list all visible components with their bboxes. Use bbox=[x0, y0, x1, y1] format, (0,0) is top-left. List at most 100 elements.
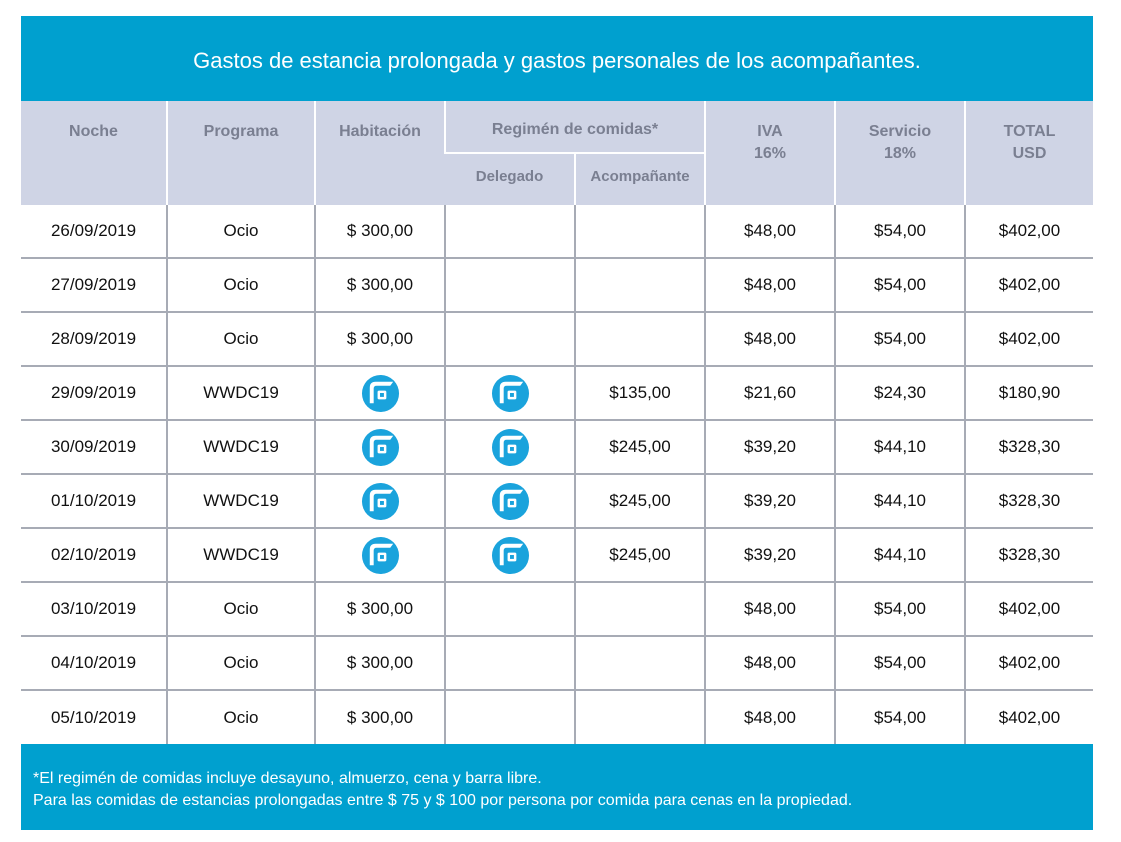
cell-total: $328,30 bbox=[964, 420, 1093, 475]
cell-noche: 02/10/2019 bbox=[21, 528, 167, 583]
cell-acompanante: $245,00 bbox=[574, 528, 705, 583]
cell-delegado bbox=[444, 474, 575, 529]
header-iva-label: IVA bbox=[757, 123, 783, 140]
table-row: 30/09/2019 WWDC19 $245,00 $39,20 $44,10 $328,… bbox=[21, 420, 1093, 475]
header-noche: Noche bbox=[21, 101, 167, 205]
cell-servicio: $44,10 bbox=[834, 420, 965, 475]
cell-noche: 04/10/2019 bbox=[21, 636, 167, 691]
table-row: 02/10/2019 WWDC19 $245,00 $39,20 $44,10 $328,… bbox=[21, 528, 1093, 583]
cell-servicio: $54,00 bbox=[834, 582, 965, 637]
cell-habitacion bbox=[314, 528, 445, 583]
header-servicio: Servicio 18% bbox=[834, 101, 965, 205]
cell-servicio: $54,00 bbox=[834, 312, 965, 367]
cell-servicio: $54,00 bbox=[834, 258, 965, 313]
cell-delegado bbox=[444, 690, 575, 744]
brand-logo-icon bbox=[361, 482, 399, 520]
table-row: 03/10/2019 Ocio $ 300,00 $48,00 $54,00 $402,0… bbox=[21, 582, 1093, 637]
table-row: 05/10/2019 Ocio $ 300,00 $48,00 $54,00 $402,0… bbox=[21, 690, 1093, 744]
cell-programa: WWDC19 bbox=[166, 366, 315, 421]
cell-total: $402,00 bbox=[964, 690, 1093, 744]
cell-programa: Ocio bbox=[166, 636, 315, 691]
cell-iva: $48,00 bbox=[704, 258, 835, 313]
cell-habitacion: $ 300,00 bbox=[314, 690, 445, 744]
cell-programa: WWDC19 bbox=[166, 528, 315, 583]
table-row: 04/10/2019 Ocio $ 300,00 $48,00 $54,00 $402,0… bbox=[21, 636, 1093, 691]
cell-acompanante bbox=[574, 582, 705, 637]
header-iva-rate: 16% bbox=[753, 145, 787, 162]
header-total-currency: USD bbox=[1012, 145, 1047, 162]
cell-iva: $48,00 bbox=[704, 205, 835, 259]
cell-total: $402,00 bbox=[964, 312, 1093, 367]
cell-delegado bbox=[444, 312, 575, 367]
brand-logo-icon bbox=[491, 428, 529, 466]
cell-servicio: $44,10 bbox=[834, 474, 965, 529]
cell-servicio: $54,00 bbox=[834, 690, 965, 744]
cell-habitacion bbox=[314, 366, 445, 421]
cell-acompanante bbox=[574, 690, 705, 744]
cell-acompanante bbox=[574, 312, 705, 367]
cell-noche: 03/10/2019 bbox=[21, 582, 167, 637]
header-iva: IVA 16% bbox=[704, 101, 835, 205]
table-row: 28/09/2019 Ocio $ 300,00 $48,00 $54,00 $402,0… bbox=[21, 312, 1093, 367]
cell-delegado bbox=[444, 636, 575, 691]
table-row: 27/09/2019 Ocio $ 300,00 $48,00 $54,00 $402,0… bbox=[21, 258, 1093, 313]
cell-habitacion: $ 300,00 bbox=[314, 312, 445, 367]
footer-notes: *El regimén de comidas incluye desayuno,… bbox=[21, 744, 1093, 830]
cell-programa: Ocio bbox=[166, 205, 315, 259]
cell-iva: $48,00 bbox=[704, 312, 835, 367]
header-total: TOTAL USD bbox=[964, 101, 1093, 205]
cell-acompanante: $245,00 bbox=[574, 474, 705, 529]
cell-total: $328,30 bbox=[964, 474, 1093, 529]
header-servicio-label: Servicio bbox=[868, 123, 932, 140]
brand-logo-icon bbox=[491, 536, 529, 574]
cell-iva: $39,20 bbox=[704, 528, 835, 583]
cell-delegado bbox=[444, 205, 575, 259]
footer-note-meals: *El regimén de comidas incluye desayuno,… bbox=[33, 770, 542, 787]
cell-servicio: $54,00 bbox=[834, 636, 965, 691]
brand-logo-icon bbox=[491, 374, 529, 412]
brand-logo-icon bbox=[361, 374, 399, 412]
cell-total: $402,00 bbox=[964, 205, 1093, 259]
cell-servicio: $44,10 bbox=[834, 528, 965, 583]
table-row: 26/09/2019 Ocio $ 300,00 $48,00 $54,00 $402,0… bbox=[21, 205, 1093, 259]
cell-noche: 27/09/2019 bbox=[21, 258, 167, 313]
cell-total: $328,30 bbox=[964, 528, 1093, 583]
cell-delegado bbox=[444, 258, 575, 313]
cell-iva: $39,20 bbox=[704, 474, 835, 529]
cell-programa: Ocio bbox=[166, 690, 315, 744]
footer-note-extended-stay: Para las comidas de estancias prolongada… bbox=[33, 792, 853, 809]
expenses-panel: Gastos de estancia prolongada y gastos p… bbox=[21, 16, 1093, 830]
expenses-table: Noche Programa Habitación Regimén de com… bbox=[21, 101, 1093, 744]
cell-programa: Ocio bbox=[166, 312, 315, 367]
cell-noche: 29/09/2019 bbox=[21, 366, 167, 421]
brand-logo-icon bbox=[361, 536, 399, 574]
cell-servicio: $54,00 bbox=[834, 205, 965, 259]
cell-acompanante bbox=[574, 636, 705, 691]
brand-logo-icon bbox=[361, 428, 399, 466]
cell-acompanante: $135,00 bbox=[574, 366, 705, 421]
cell-habitacion: $ 300,00 bbox=[314, 258, 445, 313]
cell-noche: 30/09/2019 bbox=[21, 420, 167, 475]
header-habitacion: Habitación bbox=[314, 101, 445, 205]
brand-logo-icon bbox=[491, 482, 529, 520]
cell-habitacion: $ 300,00 bbox=[314, 636, 445, 691]
table-header: Noche Programa Habitación Regimén de com… bbox=[21, 101, 1093, 205]
cell-acompanante bbox=[574, 258, 705, 313]
page-title: Gastos de estancia prolongada y gastos p… bbox=[21, 16, 1093, 101]
cell-programa: WWDC19 bbox=[166, 420, 315, 475]
cell-delegado bbox=[444, 582, 575, 637]
cell-total: $180,90 bbox=[964, 366, 1093, 421]
header-servicio-rate: 18% bbox=[883, 145, 917, 162]
header-delegado: Delegado bbox=[445, 153, 575, 205]
cell-noche: 01/10/2019 bbox=[21, 474, 167, 529]
cell-habitacion: $ 300,00 bbox=[314, 205, 445, 259]
cell-iva: $48,00 bbox=[704, 582, 835, 637]
table-body: 26/09/2019 Ocio $ 300,00 $48,00 $54,00 $402,0… bbox=[21, 205, 1093, 744]
cell-programa: Ocio bbox=[166, 258, 315, 313]
cell-acompanante: $245,00 bbox=[574, 420, 705, 475]
cell-noche: 26/09/2019 bbox=[21, 205, 167, 259]
cell-noche: 05/10/2019 bbox=[50, 707, 137, 727]
cell-acompanante bbox=[574, 205, 705, 259]
cell-delegado bbox=[444, 420, 575, 475]
cell-delegado bbox=[444, 528, 575, 583]
